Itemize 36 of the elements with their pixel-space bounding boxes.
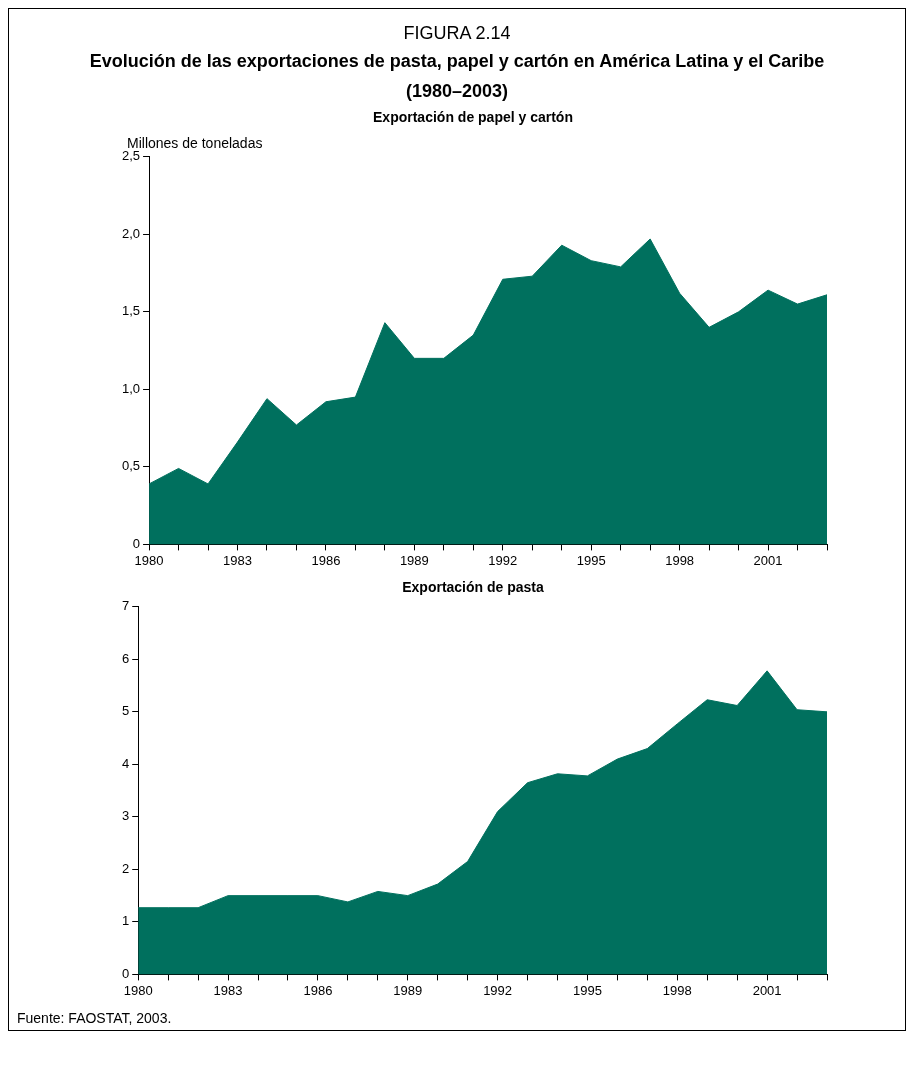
x-tick-label: 1986: [311, 552, 341, 568]
x-tick-label: 1995: [572, 982, 602, 998]
x-tick-label: 1992: [483, 982, 513, 998]
y-tick-label: 0: [122, 965, 130, 981]
y-tick-label: 3: [122, 808, 130, 824]
x-tick-label: 1983: [213, 982, 243, 998]
y-tick-label: 2: [122, 860, 130, 876]
x-tick-label: 1983: [223, 552, 252, 568]
y-tick-label: 4: [122, 755, 130, 771]
x-tick-label: 1998: [662, 982, 692, 998]
y-tick-label: 1: [122, 913, 130, 929]
x-tick-label: 1980: [123, 982, 153, 998]
x-tick-label: 2001: [753, 552, 783, 568]
chart-title: Exportación de pasta: [402, 579, 545, 596]
y-tick-label: 2,5: [121, 148, 141, 164]
x-tick-label: 1989: [393, 982, 423, 998]
x-tick-label: 2001: [752, 982, 782, 998]
y-tick-label: 0: [132, 535, 141, 551]
x-tick-label: 1992: [488, 552, 518, 568]
y-tick-label: 7: [122, 598, 130, 614]
x-tick-label: 1998: [665, 552, 695, 568]
y-tick-label: 2,0: [121, 225, 141, 241]
y-axis-title: Millones de toneladas: [127, 134, 263, 151]
chart-title: Exportación de papel y cartón: [373, 109, 573, 126]
x-tick-label: 1989: [399, 552, 429, 568]
x-tick-label: 1986: [303, 982, 333, 998]
text: Evolución de las exportaciones de pasta, papel y cartón en América Latina y el Caribe (1980–2003): [88, 50, 826, 103]
y-tick-label: 1,0: [121, 380, 141, 396]
source-note: Fuente: FAOSTAT, 2003.: [16, 1009, 173, 1028]
y-tick-label: 6: [122, 650, 130, 666]
y-tick-label: 0,5: [121, 458, 141, 474]
x-tick-label: 1980: [134, 552, 164, 568]
x-tick-label: 1995: [576, 552, 606, 568]
y-tick-label: 1,5: [121, 303, 141, 319]
y-tick-label: 5: [122, 703, 130, 719]
text: FIGURA 2.14: [402, 23, 512, 44]
